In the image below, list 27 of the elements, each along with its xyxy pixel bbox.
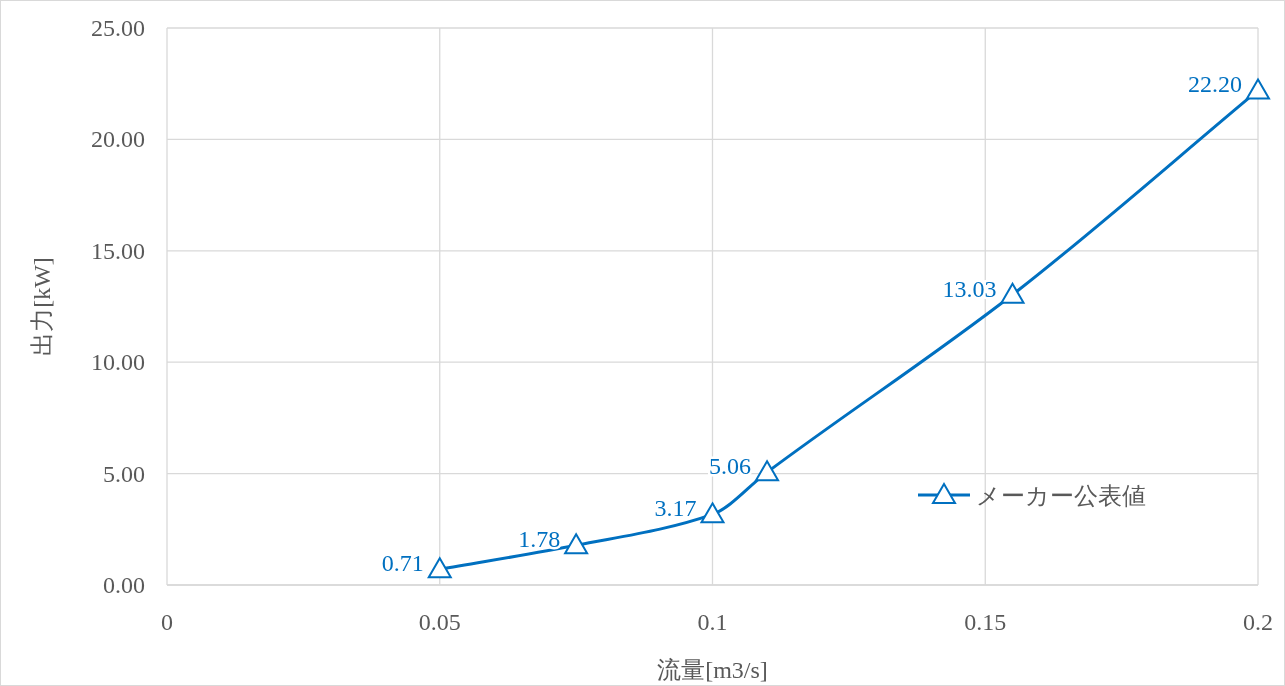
data-label: 22.20 [1188,71,1242,98]
legend-label: メーカー公表値 [976,483,1146,509]
x-tick-label: 0 [161,609,173,635]
y-axis-title: 出力[kW] [29,257,55,356]
x-tick-label: 0.05 [418,609,461,635]
legend: メーカー公表値 [918,482,1146,509]
point [564,533,589,555]
point [427,557,452,579]
x-axis-title: 流量[m3/s] [657,657,768,683]
data-label: 5.06 [709,453,752,480]
data-label: 13.03 [942,275,997,302]
y-tick-label: 20.00 [91,126,145,153]
x-tick-label: 0.1 [697,609,728,635]
y-tick-label: 5.00 [103,460,145,487]
data-label: 1.78 [518,526,561,553]
x-tick-label: 0.15 [964,609,1007,635]
y-tick-label: 15.00 [91,237,145,264]
data-label: 3.17 [654,495,697,522]
y-tick-label: 25.00 [91,15,145,41]
point [1246,78,1270,100]
point [1000,282,1025,304]
y-tick-label: 0.00 [103,572,145,598]
data-label: 0.71 [381,550,424,577]
point [755,460,780,482]
x-tick-label: 0.2 [1243,609,1273,635]
y-tick-label: 10.00 [91,349,145,376]
point [700,502,725,524]
